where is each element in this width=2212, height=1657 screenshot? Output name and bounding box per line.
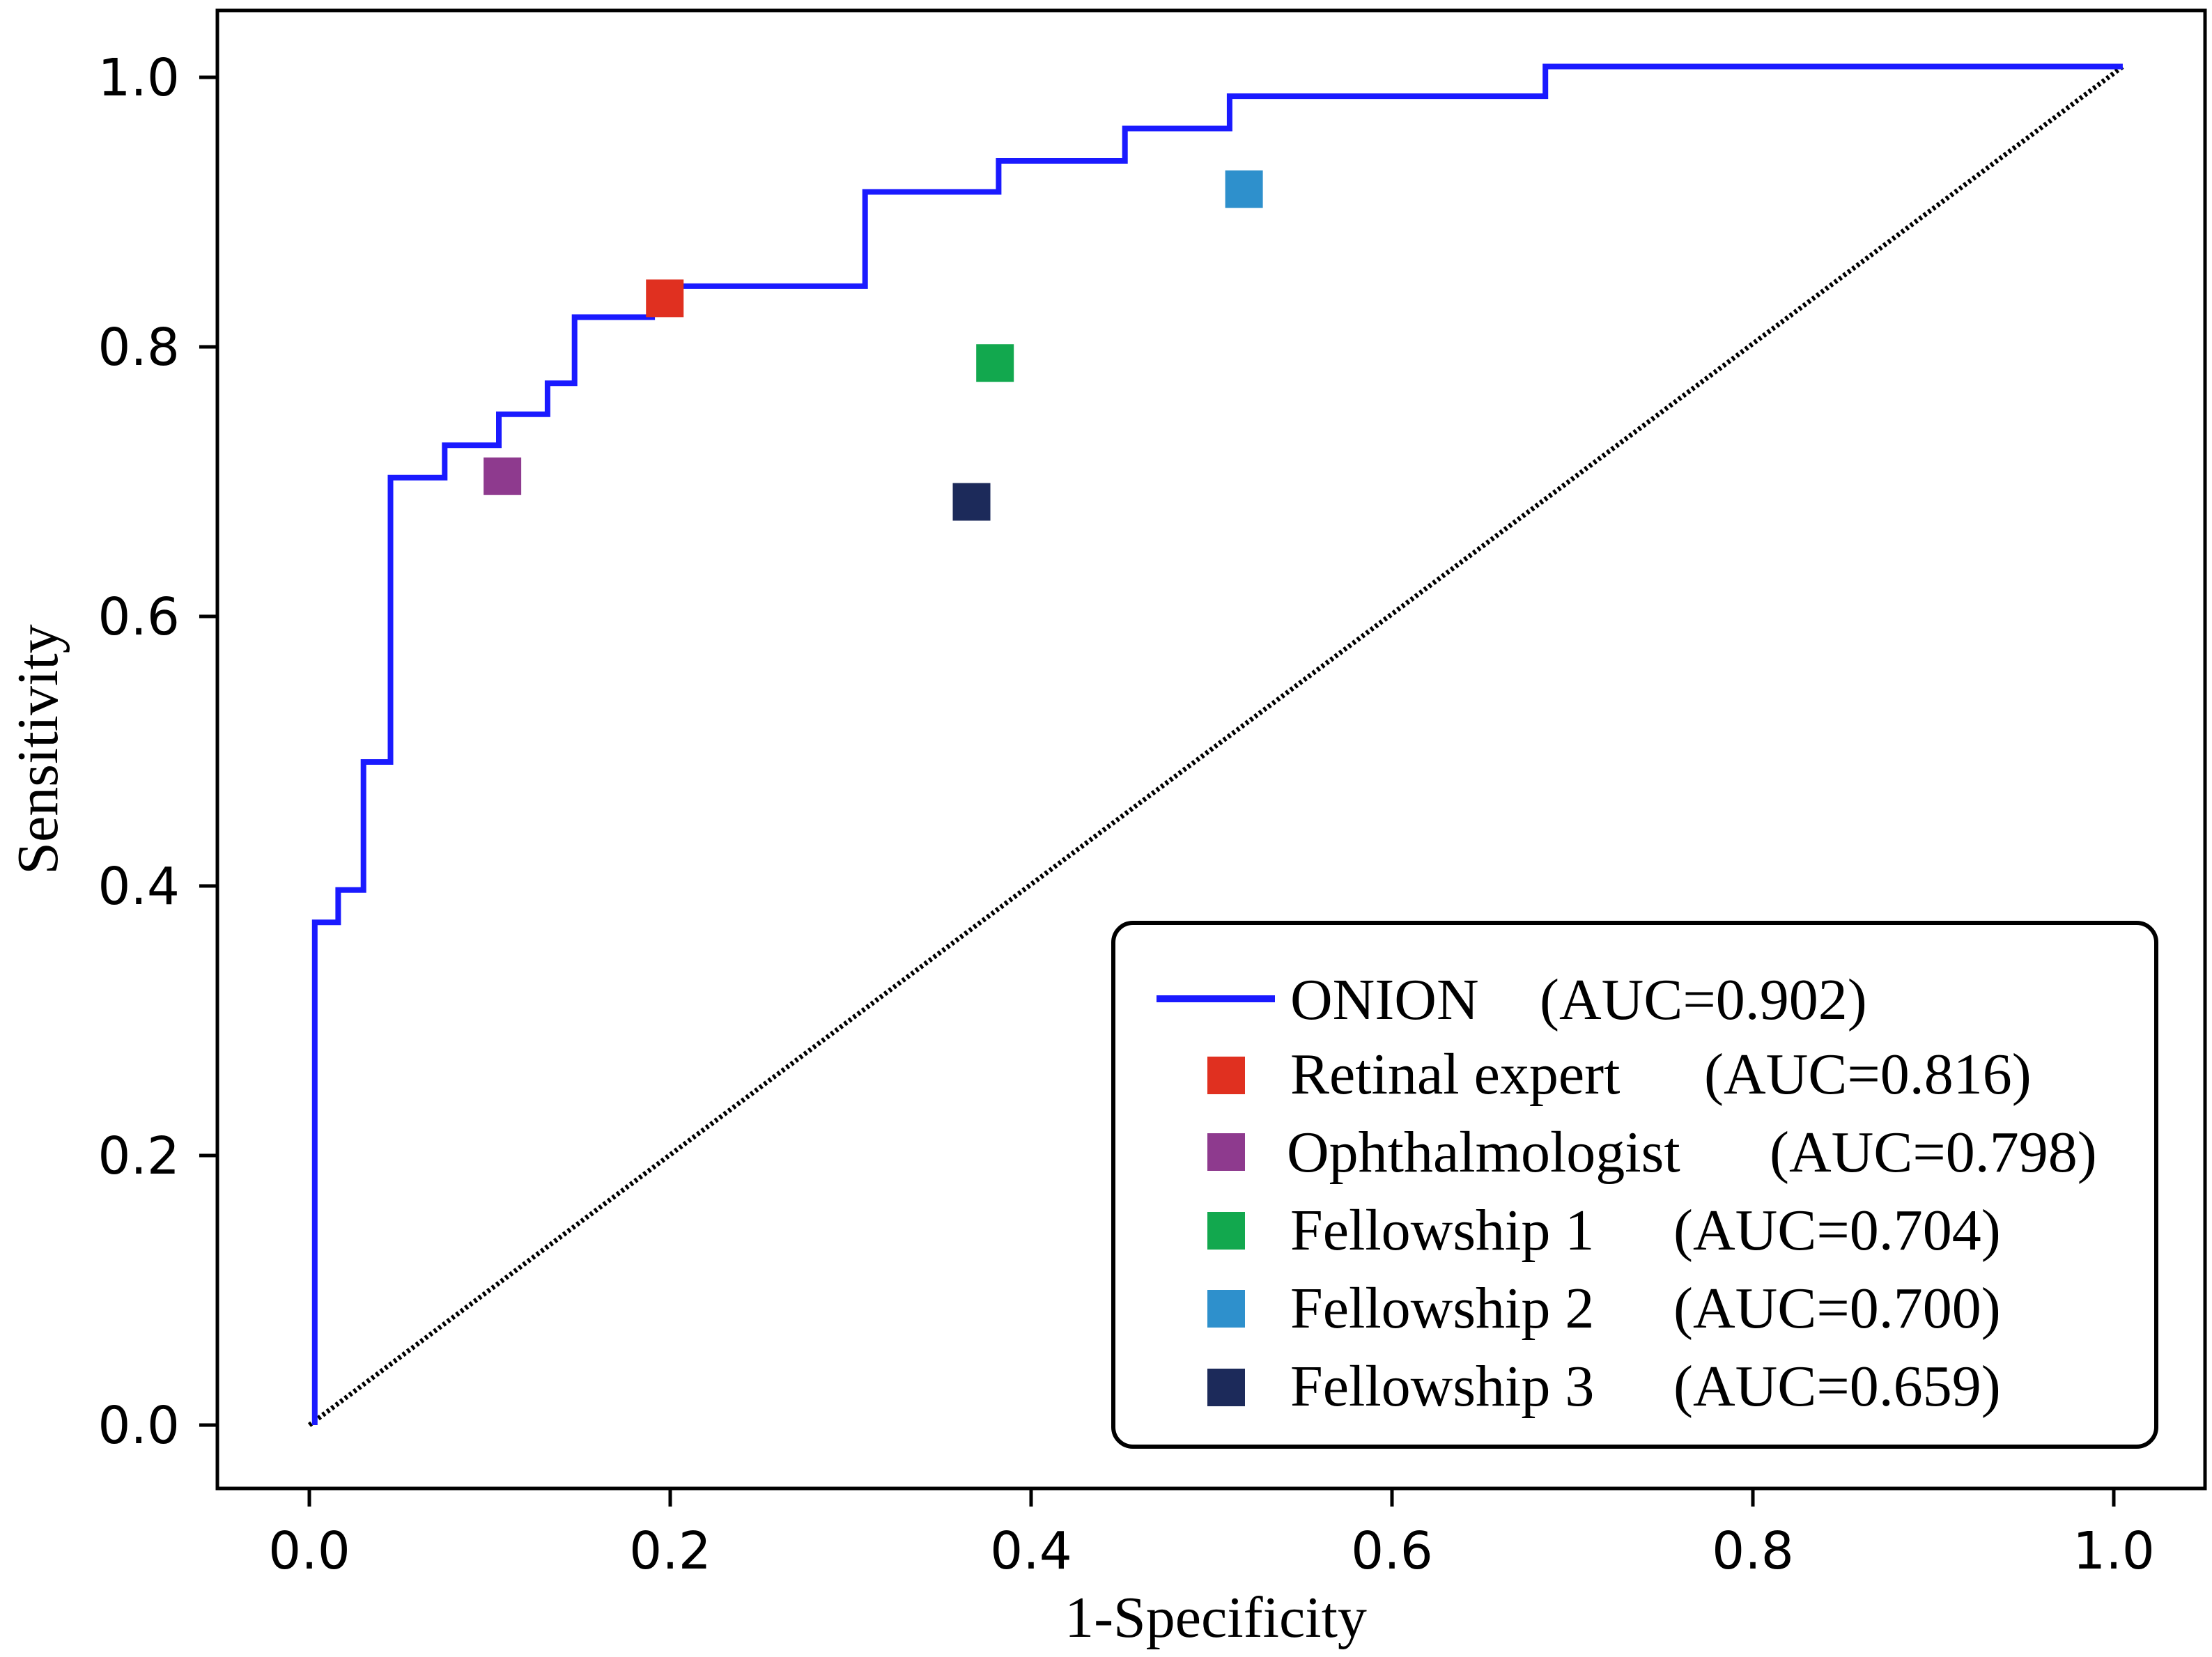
y-tick-label: 1.0	[98, 48, 180, 108]
marker-fellowship-3	[952, 483, 991, 521]
legend-swatch-ophthalmologist	[1207, 1133, 1245, 1171]
y-tick-label: 0.4	[98, 857, 180, 917]
y-axis-label: Sensitivity	[6, 624, 70, 874]
legend-swatch-fellowship-1	[1207, 1212, 1245, 1250]
legend-label-fellowship-3: Fellowship 3	[1290, 1354, 1594, 1419]
legend-auc-fellowship-3: (AUC=0.659)	[1673, 1354, 2001, 1419]
legend-label-fellowship-2: Fellowship 2	[1290, 1276, 1594, 1341]
legend: ONION (AUC=0.902) Retinal expert (AUC=0.…	[1111, 921, 2158, 1449]
plot-area	[307, 63, 2125, 1427]
legend-swatch-retinal-expert	[1207, 1057, 1245, 1094]
x-tick-label: 0.0	[268, 1521, 350, 1581]
legend-auc-fellowship-1: (AUC=0.704)	[1673, 1198, 2001, 1263]
y-tick-label: 0.2	[98, 1126, 180, 1186]
marker-ophthalmologist	[484, 457, 522, 495]
legend-label-fellowship-1: Fellowship 1	[1290, 1198, 1594, 1263]
x-tick-label: 1.0	[2073, 1521, 2155, 1581]
marker-retinal-expert	[646, 279, 684, 318]
legend-auc-onion: (AUC=0.902)	[1540, 967, 1867, 1032]
x-axis-label: 1-Specificity	[1065, 1585, 1367, 1650]
roc-curve-onion	[311, 63, 2123, 1425]
y-tick-label: 0.8	[98, 318, 180, 378]
legend-swatch-fellowship-3	[1207, 1369, 1245, 1406]
y-tick-label: 0.0	[98, 1396, 180, 1456]
marker-fellowship-2	[1225, 170, 1263, 208]
legend-auc-fellowship-2: (AUC=0.700)	[1673, 1276, 2001, 1341]
marker-fellowship-1	[976, 344, 1014, 382]
legend-box	[1111, 921, 2158, 1449]
legend-label-retinal-expert: Retinal expert	[1290, 1042, 1620, 1107]
x-tick-label: 0.8	[1712, 1521, 1794, 1581]
axis-ticks: 0.0 0.2 0.4 0.6 0.8 1.0 0.0 0.2 0.4 0.6 0.8 1.0	[98, 48, 2155, 1581]
legend-label-onion: ONION	[1290, 967, 1479, 1032]
x-tick-label: 0.2	[629, 1521, 711, 1581]
y-tick-label: 0.6	[98, 587, 180, 647]
legend-swatch-fellowship-2	[1207, 1290, 1245, 1328]
legend-auc-retinal-expert: (AUC=0.816)	[1704, 1042, 2032, 1107]
legend-auc-ophthalmologist: (AUC=0.798)	[1770, 1120, 2097, 1185]
legend-label-ophthalmologist: Ophthalmologist	[1287, 1120, 1680, 1185]
plot-frame	[215, 8, 2207, 1491]
x-tick-label: 0.4	[990, 1521, 1072, 1581]
x-tick-label: 0.6	[1351, 1521, 1433, 1581]
chance-reference-line	[307, 64, 2125, 1427]
